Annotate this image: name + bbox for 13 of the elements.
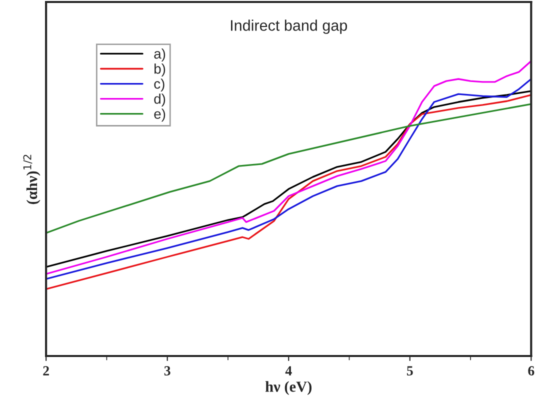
x-tick-label: 2 [43, 366, 49, 376]
legend-label: a) [154, 48, 166, 62]
x-tick-label: 3 [164, 366, 170, 376]
x-axis-title: hν (eV) [265, 381, 312, 395]
legend-label: d) [154, 94, 166, 107]
x-tick-label: 4 [285, 366, 292, 376]
y-axis-title: (αhν)$^{1/2}$ [23, 154, 40, 204]
legend-label: b) [154, 64, 166, 76]
chart-title: Indirect band gap [230, 20, 348, 34]
x-tick-label: 5 [406, 366, 413, 376]
legend-label: c) [154, 78, 164, 92]
x-tick-label: 6 [528, 366, 534, 376]
legend-label: e) [154, 108, 166, 122]
